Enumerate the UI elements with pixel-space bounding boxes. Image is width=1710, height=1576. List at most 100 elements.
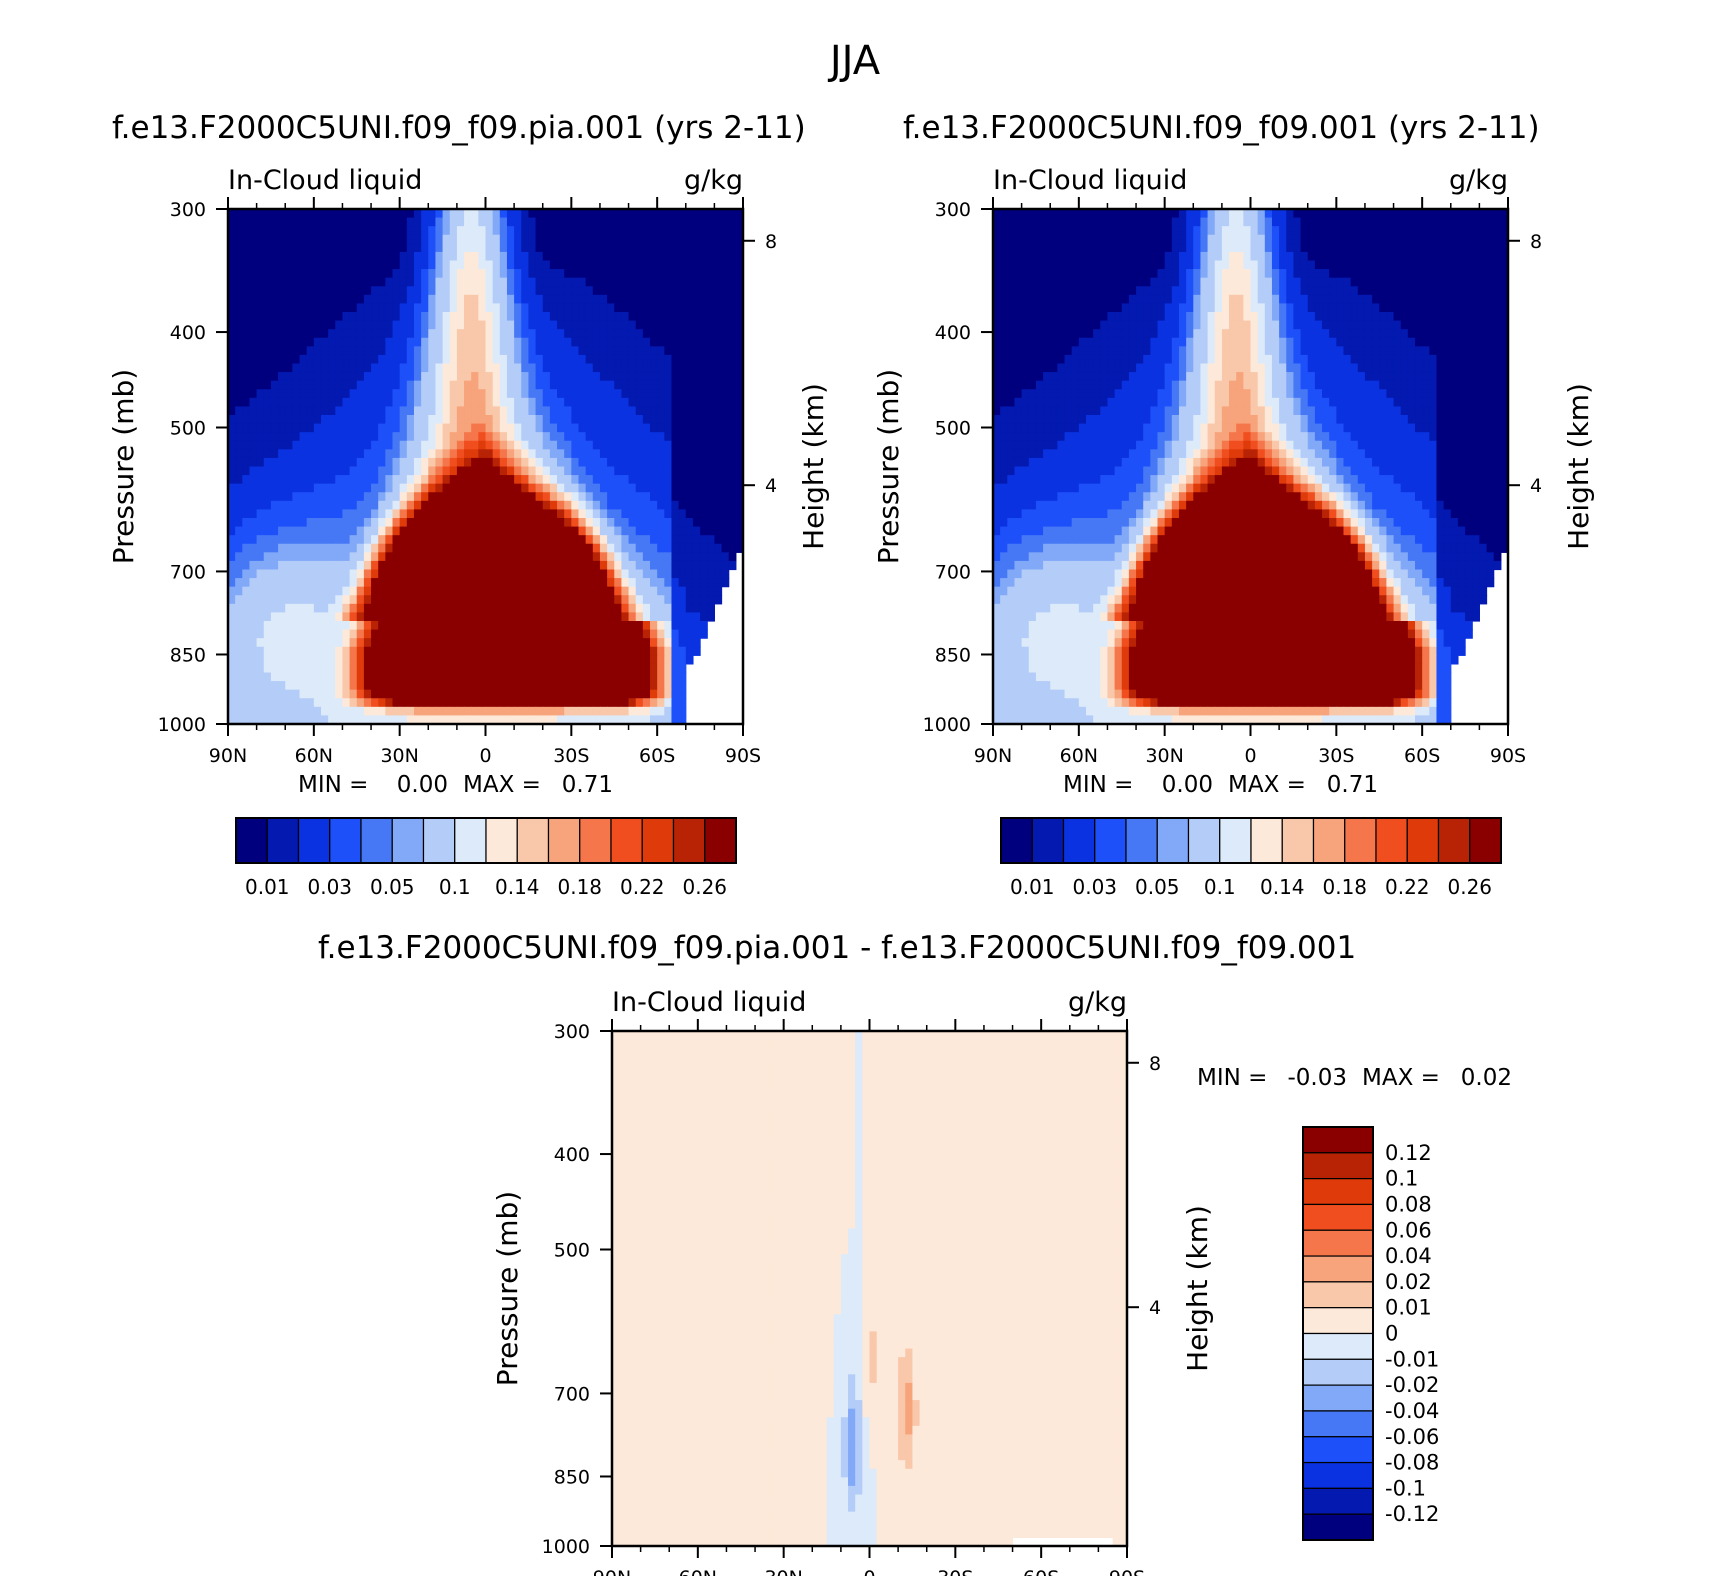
field-cell [235,397,243,408]
field-cell [585,337,594,347]
field-cell [1422,277,1430,287]
field-cell [363,621,372,631]
field-cell [256,689,265,699]
field-cell [650,638,658,648]
field-cell [721,475,730,485]
field-cell [657,646,665,656]
field-cell [413,552,422,562]
field-cell [242,354,251,365]
field-cell [399,629,408,639]
field-cell [700,320,708,330]
field-cell [685,535,694,545]
field-cell [464,638,472,648]
field-cell [1300,277,1309,287]
field-cell [342,689,351,699]
field-cell [506,406,515,416]
field-cell [621,423,630,433]
field-cell [578,346,587,356]
field-cell [449,509,458,519]
field-cell [406,560,415,571]
field-cell [528,243,537,253]
field-cell [449,500,458,511]
field-cell [399,689,408,699]
field-cell [506,380,515,390]
field-cell [571,380,580,390]
field-cell [499,346,508,356]
field-cell [635,586,644,596]
field-cell [571,621,580,631]
field-cell [485,552,494,562]
field-cell [256,209,265,219]
field-cell [471,509,479,519]
colorbar-box [422,817,456,864]
field-cell [406,217,415,227]
field-cell [1443,217,1452,227]
field-cell [399,578,408,588]
field-cell [592,397,601,408]
field-cell [456,303,465,313]
field-cell [1343,277,1352,287]
field-cell [256,586,265,596]
field-cell [614,526,622,536]
field-cell [278,681,286,691]
field-cell [1493,277,1502,287]
field-cell [542,681,551,691]
field-cell [506,329,515,339]
field-cell [614,586,622,596]
field-cell [270,423,279,433]
field-cell [714,552,723,562]
field-cell [528,586,537,596]
field-cell [549,354,558,365]
field-cell [685,389,694,399]
field-cell [650,234,658,244]
field-cell [235,706,243,717]
field-cell [528,629,537,639]
field-cell [521,415,530,425]
field-cell [650,389,658,399]
field-cell [363,260,372,270]
field-cell [1114,234,1123,244]
field-cell [320,552,329,562]
field-cell [228,715,236,725]
field-cell [657,329,665,339]
field-cell [471,234,479,244]
field-cell [557,629,565,639]
field-cell [585,397,594,408]
field-cell [621,217,630,227]
field-cell [678,689,687,699]
field-cell [292,655,301,665]
field-cell [435,552,444,562]
field-cell [442,535,451,545]
field-cell [242,243,251,253]
field-cell [478,698,487,708]
field-cell [392,672,401,682]
field-cell [442,629,451,639]
field-cell [385,286,394,296]
field-cell [328,526,336,536]
field-cell [614,492,622,502]
field-cell [578,715,587,725]
field-cell [721,518,730,528]
field-cell [1279,260,1287,270]
field-cell [1457,243,1466,253]
field-cell [521,578,530,588]
field-cell [671,500,680,511]
field-cell [442,380,451,390]
field-cell [721,363,730,373]
field-cell [599,612,608,622]
field-cell [1200,226,1209,236]
field-cell [1021,209,1030,219]
field-cell [299,432,308,442]
field-cell [1035,277,1044,287]
field-cell [671,251,680,262]
field-cell [635,217,644,227]
field-cell [399,621,408,631]
field-cell [1379,251,1387,262]
field-cell [1207,243,1216,253]
field-cell [270,526,279,536]
field-cell [299,672,308,682]
field-cell [599,492,608,502]
field-cell [692,449,701,459]
field-cell [542,406,551,416]
field-cell [335,380,344,390]
